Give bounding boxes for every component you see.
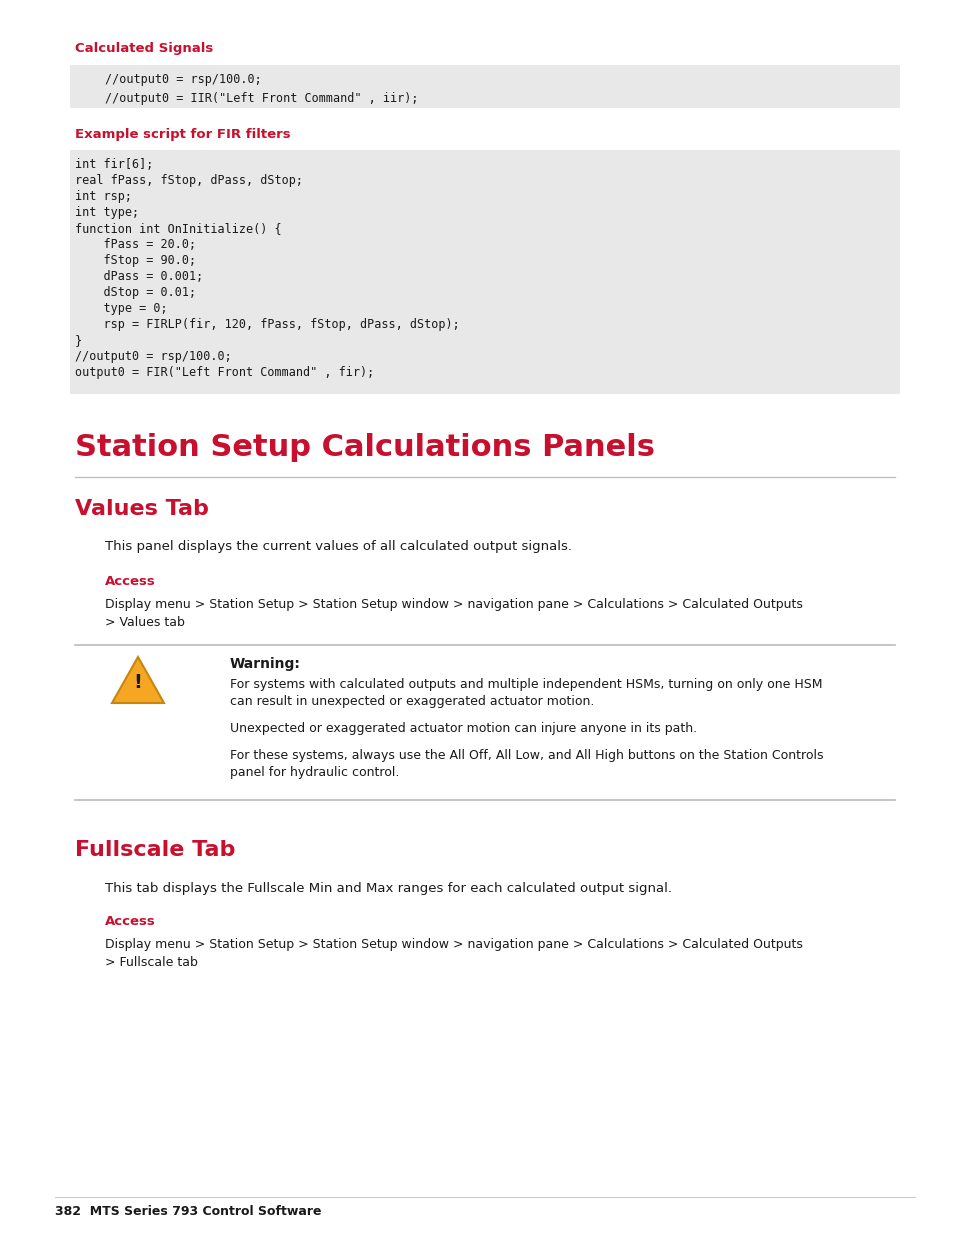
Text: Fullscale Tab: Fullscale Tab	[75, 840, 235, 860]
Text: Station Setup Calculations Panels: Station Setup Calculations Panels	[75, 433, 655, 462]
Text: //output0 = rsp/100.0;: //output0 = rsp/100.0;	[75, 350, 232, 363]
Text: This tab displays the Fullscale Min and Max ranges for each calculated output si: This tab displays the Fullscale Min and …	[105, 882, 671, 895]
Text: fStop = 90.0;: fStop = 90.0;	[75, 254, 196, 267]
Text: rsp = FIRLP(fir, 120, fPass, fStop, dPass, dStop);: rsp = FIRLP(fir, 120, fPass, fStop, dPas…	[75, 317, 459, 331]
Text: can result in unexpected or exaggerated actuator motion.: can result in unexpected or exaggerated …	[230, 695, 594, 708]
Text: Display menu > Station Setup > Station Setup window > navigation pane > Calculat: Display menu > Station Setup > Station S…	[105, 598, 802, 611]
Text: For systems with calculated outputs and multiple independent HSMs, turning on on: For systems with calculated outputs and …	[230, 678, 821, 692]
Text: int fir[6];: int fir[6];	[75, 158, 153, 170]
Text: This panel displays the current values of all calculated output signals.: This panel displays the current values o…	[105, 540, 572, 553]
Text: For these systems, always use the All Off, All Low, and All High buttons on the : For these systems, always use the All Of…	[230, 748, 822, 762]
FancyBboxPatch shape	[70, 149, 899, 394]
Text: }: }	[75, 333, 82, 347]
Polygon shape	[112, 657, 164, 703]
Text: int rsp;: int rsp;	[75, 190, 132, 203]
Text: output0 = FIR("Left Front Command" , fir);: output0 = FIR("Left Front Command" , fir…	[75, 366, 374, 379]
Text: Calculated Signals: Calculated Signals	[75, 42, 213, 56]
Text: type = 0;: type = 0;	[75, 303, 168, 315]
Text: dStop = 0.01;: dStop = 0.01;	[75, 287, 196, 299]
Text: Display menu > Station Setup > Station Setup window > navigation pane > Calculat: Display menu > Station Setup > Station S…	[105, 939, 802, 951]
Text: fPass = 20.0;: fPass = 20.0;	[75, 238, 196, 251]
Text: Example script for FIR filters: Example script for FIR filters	[75, 128, 291, 141]
Text: > Fullscale tab: > Fullscale tab	[105, 956, 197, 969]
Text: int type;: int type;	[75, 206, 139, 219]
Text: panel for hydraulic control.: panel for hydraulic control.	[230, 766, 399, 779]
Text: !: !	[133, 673, 142, 692]
Text: Access: Access	[105, 915, 155, 927]
Text: //output0 = IIR("Left Front Command" , iir);: //output0 = IIR("Left Front Command" , i…	[105, 91, 418, 105]
FancyBboxPatch shape	[70, 65, 899, 107]
Text: real fPass, fStop, dPass, dStop;: real fPass, fStop, dPass, dStop;	[75, 174, 303, 186]
Text: dPass = 0.001;: dPass = 0.001;	[75, 270, 203, 283]
Text: //output0 = rsp/100.0;: //output0 = rsp/100.0;	[105, 73, 261, 86]
Text: 382  MTS Series 793 Control Software: 382 MTS Series 793 Control Software	[55, 1205, 321, 1218]
Text: Warning:: Warning:	[230, 657, 300, 671]
Text: Values Tab: Values Tab	[75, 499, 209, 519]
Text: function int OnInitialize() {: function int OnInitialize() {	[75, 222, 281, 235]
Text: > Values tab: > Values tab	[105, 616, 185, 629]
Text: Access: Access	[105, 576, 155, 588]
Text: Unexpected or exaggerated actuator motion can injure anyone in its path.: Unexpected or exaggerated actuator motio…	[230, 722, 697, 735]
